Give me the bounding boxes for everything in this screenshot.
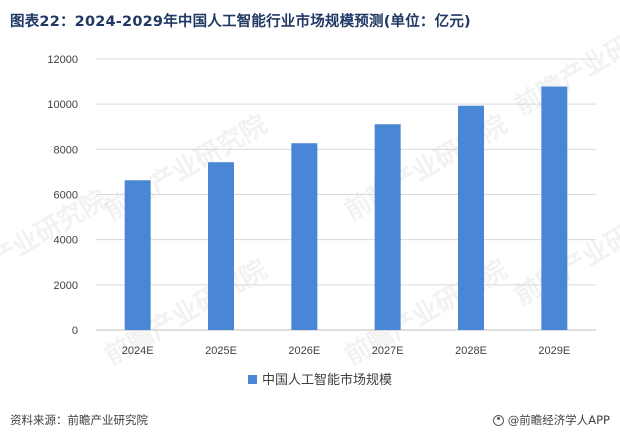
brand-logo-icon [492, 414, 504, 426]
chart-title: 图表22：2024-2029年中国人工智能行业市场规模预测(单位：亿元) [10, 14, 471, 30]
x-tick-label: 2029E [538, 345, 570, 357]
brand-label: @前瞻经济学人APP [507, 413, 610, 427]
source-note: 资料来源：前瞻产业研究院 [10, 413, 148, 427]
y-tick-label: 10000 [47, 99, 78, 111]
brand-note: @前瞻经济学人APP [492, 412, 610, 428]
x-tick-label: 2028E [455, 345, 487, 357]
legend-label: 中国人工智能市场规模 [262, 372, 392, 388]
bar-2029E [541, 86, 568, 330]
y-tick-label: 2000 [54, 280, 78, 292]
bar-2027E [374, 124, 401, 330]
x-tick-label: 2024E [122, 345, 154, 357]
bars [124, 86, 568, 330]
x-tick-label: 2025E [205, 345, 237, 357]
legend-swatch [248, 375, 257, 384]
bar-2028E [458, 105, 484, 330]
gridlines [96, 58, 596, 331]
y-axis-ticks: 0 2000 4000 6000 8000 10000 12000 [47, 54, 78, 337]
y-tick-label: 6000 [54, 190, 78, 202]
x-axis-ticks: 2024E 2025E 2026E 2027E 2028E 2029E [122, 345, 570, 357]
x-tick-label: 2027E [372, 345, 404, 357]
bar-2024E [124, 180, 151, 330]
watermark-text: 前瞻产业研究院 [339, 109, 512, 227]
y-tick-label: 12000 [47, 54, 78, 66]
y-tick-label: 0 [72, 325, 78, 337]
y-tick-label: 8000 [54, 144, 78, 156]
x-tick-label: 2026E [288, 345, 320, 357]
legend: 中国人工智能市场规模 [248, 372, 392, 388]
bar-2026E [291, 143, 318, 330]
bar-2025E [208, 162, 234, 330]
y-tick-label: 4000 [54, 235, 78, 247]
